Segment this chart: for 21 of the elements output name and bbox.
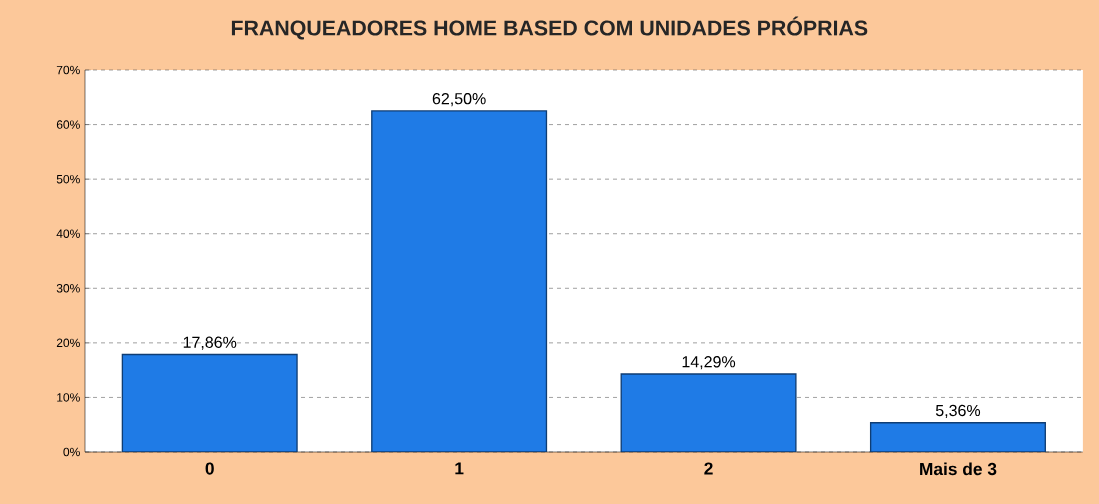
y-tick-label: 60% <box>56 120 80 129</box>
y-tick-label: 20% <box>56 338 80 348</box>
y-tick-label: 10% <box>57 393 80 402</box>
data-label: 17,86% <box>183 336 237 350</box>
data-label: 62,50% <box>432 93 486 107</box>
x-tick-label: 0 <box>205 462 214 475</box>
y-tick-label: 40% <box>56 229 80 238</box>
bar <box>869 422 1046 452</box>
bar <box>121 353 298 452</box>
x-tick-label: Mais de 3 <box>920 462 997 476</box>
chart-title: FRANQUEADORES HOME BASED COM UNIDADES PRÓPRIAS <box>231 16 868 40</box>
y-tick-label: 50% <box>56 174 80 184</box>
x-tick-label: 2 <box>704 462 713 475</box>
bar <box>620 373 797 452</box>
bar <box>371 110 548 452</box>
y-tick-label: 70% <box>56 65 80 75</box>
y-tick-label: 0% <box>63 447 80 457</box>
data-label: 14,29% <box>682 356 736 370</box>
x-tick-label: 1 <box>455 462 464 475</box>
y-tick-label: 30% <box>56 284 80 293</box>
data-label: 5,36% <box>935 404 981 419</box>
